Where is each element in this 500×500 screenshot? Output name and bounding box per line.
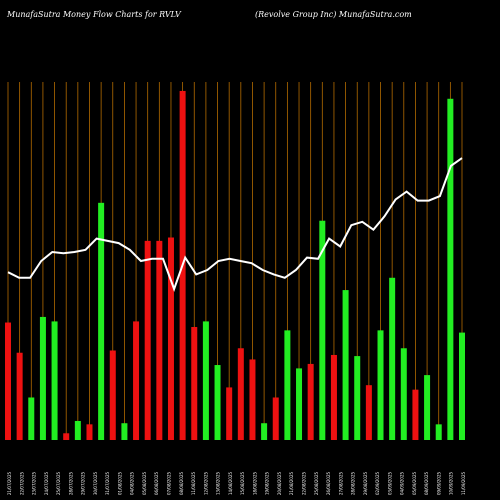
x-tick-label: 08/08/2025 bbox=[179, 471, 184, 495]
money-flow-bar bbox=[400, 348, 407, 440]
x-axis-labels: 21/07/2025 22/07/2025 23/07/2025 24/07/2025… bbox=[7, 471, 466, 495]
money-flow-bar bbox=[447, 98, 454, 440]
x-tick-label: 04/08/2025 bbox=[130, 471, 135, 495]
money-flow-bar bbox=[330, 354, 337, 440]
price-line bbox=[7, 157, 463, 292]
money-flow-bar bbox=[389, 277, 396, 440]
x-tick-label: 02/09/2025 bbox=[375, 471, 380, 495]
x-tick-label: 27/08/2025 bbox=[338, 471, 343, 495]
x-tick-label: 13/08/2025 bbox=[216, 471, 221, 495]
x-tick-label: 08/09/2025 bbox=[424, 471, 429, 495]
x-tick-label: 21/08/2025 bbox=[289, 471, 294, 495]
price-line-path bbox=[7, 157, 463, 292]
x-tick-label: 22/08/2025 bbox=[302, 471, 307, 495]
x-tick-label: 28/08/2025 bbox=[351, 471, 356, 495]
money-flow-bar bbox=[226, 387, 233, 440]
money-flow-bar bbox=[63, 433, 70, 440]
chart-subtitle: (Revolve Group Inc) MunafaSutra.com bbox=[255, 10, 412, 19]
x-tick-label: 26/08/2025 bbox=[326, 471, 331, 495]
x-tick-label: 28/07/2025 bbox=[68, 471, 73, 495]
money-flow-bar bbox=[296, 368, 303, 440]
x-tick-label: 18/08/2025 bbox=[252, 471, 257, 495]
x-tick-label: 07/08/2025 bbox=[167, 471, 172, 495]
chart-title: MunafaSutra Money Flow Charts for RVLV bbox=[7, 10, 181, 19]
x-tick-label: 30/07/2025 bbox=[93, 471, 98, 495]
money-flow-bar bbox=[5, 322, 11, 440]
money-flow-bar bbox=[98, 202, 105, 440]
money-flow-bar bbox=[39, 316, 46, 440]
money-flow-bar bbox=[272, 397, 279, 440]
x-tick-label: 20/08/2025 bbox=[277, 471, 282, 495]
money-flow-bars bbox=[5, 90, 465, 440]
money-flow-bar bbox=[284, 330, 291, 440]
money-flow-bar bbox=[144, 240, 151, 440]
x-tick-label: 25/07/2025 bbox=[56, 471, 61, 495]
x-tick-label: 31/07/2025 bbox=[105, 471, 110, 495]
money-flow-bar bbox=[237, 348, 244, 440]
x-tick-label: 14/08/2025 bbox=[228, 471, 233, 495]
money-flow-bar bbox=[121, 423, 128, 440]
money-flow-bar bbox=[342, 290, 349, 440]
money-flow-bar bbox=[51, 321, 58, 440]
money-flow-bar bbox=[261, 423, 268, 440]
x-tick-label: 19/08/2025 bbox=[265, 471, 270, 495]
x-tick-label: 25/08/2025 bbox=[314, 471, 319, 495]
x-tick-label: 11/08/2025 bbox=[191, 471, 196, 495]
money-flow-bar bbox=[459, 332, 465, 440]
x-tick-label: 03/09/2025 bbox=[387, 471, 392, 495]
money-flow-bar bbox=[249, 359, 256, 440]
money-flow-bar bbox=[307, 363, 314, 440]
money-flow-bar bbox=[412, 389, 419, 440]
x-tick-label: 05/08/2025 bbox=[142, 471, 147, 495]
money-flow-bar bbox=[365, 385, 372, 440]
x-tick-label: 05/09/2025 bbox=[412, 471, 417, 495]
money-flow-bar bbox=[202, 321, 209, 440]
x-tick-label: 12/08/2025 bbox=[203, 471, 208, 495]
x-tick-label: 23/07/2025 bbox=[32, 471, 37, 495]
money-flow-bar bbox=[156, 240, 163, 440]
money-flow-bar bbox=[319, 220, 326, 440]
x-tick-label: 29/07/2025 bbox=[81, 471, 86, 495]
x-tick-label: 01/08/2025 bbox=[117, 471, 122, 495]
x-tick-label: 21/07/2025 bbox=[7, 471, 12, 495]
money-flow-bar bbox=[167, 237, 174, 440]
money-flow-bar bbox=[28, 397, 35, 440]
money-flow-bar bbox=[133, 321, 140, 440]
x-tick-label: 29/08/2025 bbox=[363, 471, 368, 495]
x-tick-label: 24/07/2025 bbox=[44, 471, 49, 495]
money-flow-bar bbox=[191, 327, 198, 440]
money-flow-bar bbox=[435, 424, 442, 440]
x-tick-label: 04/09/2025 bbox=[400, 471, 405, 495]
money-flow-bar bbox=[109, 350, 116, 440]
money-flow-bar bbox=[214, 365, 221, 440]
x-tick-label: 15/08/2025 bbox=[240, 471, 245, 495]
money-flow-bar bbox=[354, 356, 361, 440]
x-tick-label: 09/09/2025 bbox=[437, 471, 442, 495]
money-flow-bar bbox=[424, 375, 431, 440]
x-tick-label: 11/09/2025 bbox=[461, 471, 466, 495]
money-flow-bar bbox=[74, 420, 81, 440]
x-tick-label: 10/09/2025 bbox=[449, 471, 454, 495]
money-flow-bar bbox=[86, 424, 93, 440]
money-flow-bar bbox=[377, 330, 384, 440]
money-flow-bar bbox=[16, 352, 23, 440]
x-tick-label: 06/08/2025 bbox=[154, 471, 159, 495]
x-tick-label: 22/07/2025 bbox=[19, 471, 24, 495]
